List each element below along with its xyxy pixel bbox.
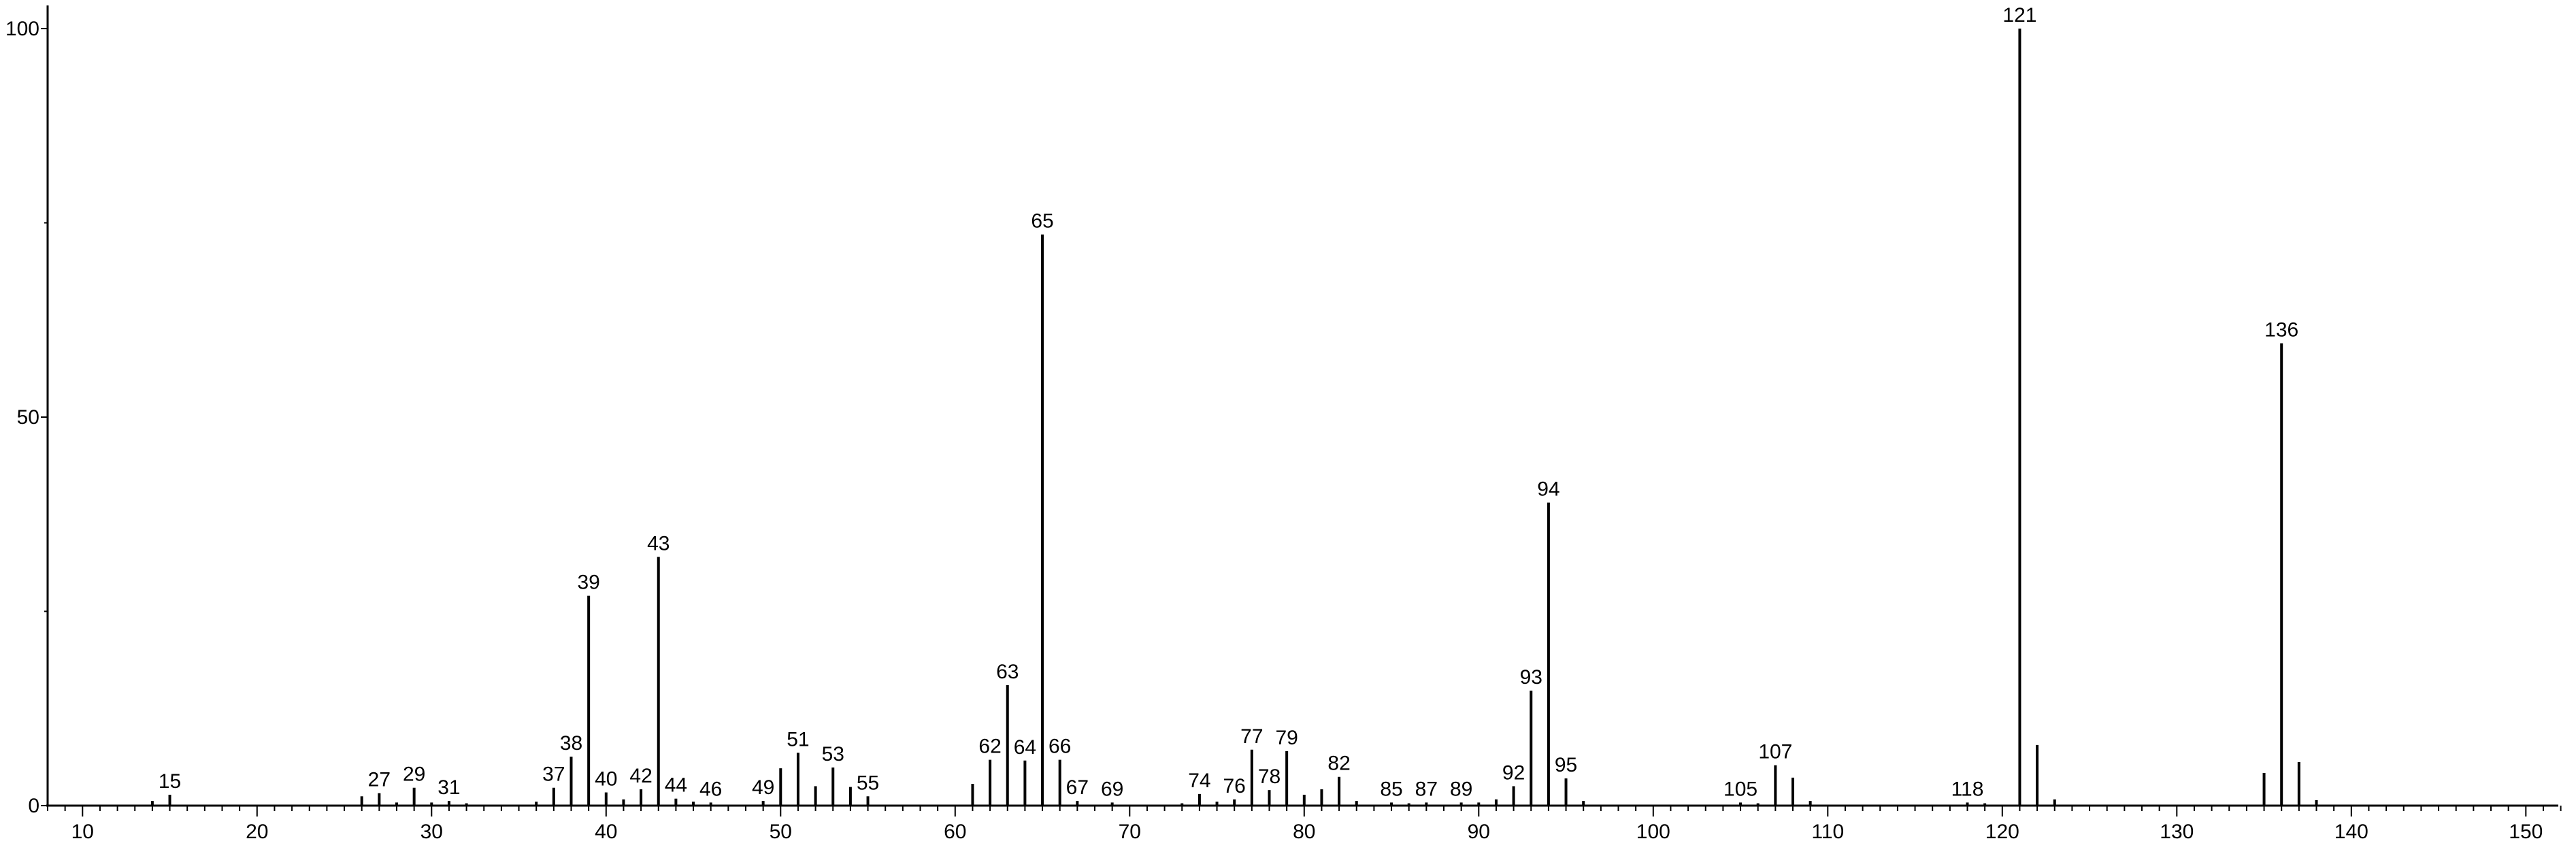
peak-label: 74 (1188, 770, 1210, 792)
peak-label: 46 (699, 778, 722, 800)
peak-label: 38 (560, 732, 582, 755)
x-tick-label: 20 (246, 821, 268, 841)
peak-label: 67 (1066, 776, 1089, 799)
x-tick-label: 50 (770, 821, 792, 841)
x-tick-label: 40 (595, 821, 617, 841)
peak-label: 63 (996, 661, 1019, 683)
peak-label: 121 (2002, 4, 2036, 27)
peak-label: 79 (1275, 727, 1298, 749)
peak-label: 105 (1723, 778, 1757, 800)
y-tick-label: 50 (17, 406, 39, 429)
peak-label: 82 (1327, 753, 1350, 775)
x-axis-ticks: 10 20 30 40 50 60 70 80 90 100 110 120 130 140 150 (47, 806, 2562, 841)
x-tick-label: 90 (1468, 821, 1490, 841)
peak-label: 65 (1031, 210, 1053, 233)
peak-label: 44 (665, 774, 687, 797)
y-axis-ticks: 0 50 100 (5, 18, 48, 817)
x-tick-label: 130 (2160, 821, 2194, 841)
peak-label: 78 (1258, 765, 1281, 788)
x-tick-label: 150 (2509, 821, 2543, 841)
peak-label: 94 (1537, 478, 1559, 501)
peak-label: 55 (857, 772, 879, 794)
peak-label: 92 (1502, 761, 1525, 784)
plot-area (46, 5, 2558, 807)
x-tick-label: 80 (1293, 821, 1315, 841)
peak-label: 95 (1555, 754, 1577, 776)
x-tick-label: 10 (71, 821, 94, 841)
peak-label: 40 (595, 768, 617, 791)
peak-label: 87 (1415, 778, 1438, 800)
x-tick-label: 60 (944, 821, 966, 841)
peak-label: 76 (1223, 775, 1246, 797)
x-tick-label: 100 (1636, 821, 1670, 841)
peak-label: 77 (1240, 725, 1263, 748)
peak-label: 66 (1048, 736, 1071, 758)
peak-label: 53 (822, 743, 844, 765)
peak-label: 31 (437, 776, 460, 799)
peak-label: 69 (1101, 778, 1123, 800)
peak-label: 64 (1014, 736, 1036, 759)
x-tick-label: 70 (1119, 821, 1141, 841)
peak-label: 62 (978, 736, 1001, 758)
peak-labels-layer: 15 27 29 31 37 38 39 40 42 43 44 46 49 51 53 55 62 63 64 65… (159, 4, 2298, 800)
peak-label: 136 (2264, 319, 2298, 342)
peak-label: 37 (542, 763, 565, 786)
peak-label: 27 (368, 769, 391, 791)
peak-label: 107 (1758, 741, 1792, 763)
peak-label: 118 (1951, 778, 1984, 800)
y-tick-label: 100 (5, 18, 39, 40)
peak-label: 29 (403, 763, 425, 786)
peak-label: 43 (647, 533, 670, 555)
x-tick-label: 140 (2334, 821, 2368, 841)
x-tick-label: 30 (420, 821, 443, 841)
peak-label: 51 (787, 728, 809, 751)
peak-label: 15 (159, 770, 181, 793)
peak-label: 39 (577, 572, 599, 594)
x-tick-label: 110 (1811, 821, 1844, 841)
peaks-layer (150, 29, 2318, 806)
y-tick-label: 0 (28, 795, 39, 817)
peak-label: 85 (1380, 778, 1402, 800)
x-tick-label: 120 (1985, 821, 2019, 841)
peak-label: 89 (1450, 778, 1472, 800)
peak-label: 42 (629, 765, 652, 787)
peak-label: 93 (1520, 666, 1542, 689)
peak-label: 49 (752, 776, 774, 799)
